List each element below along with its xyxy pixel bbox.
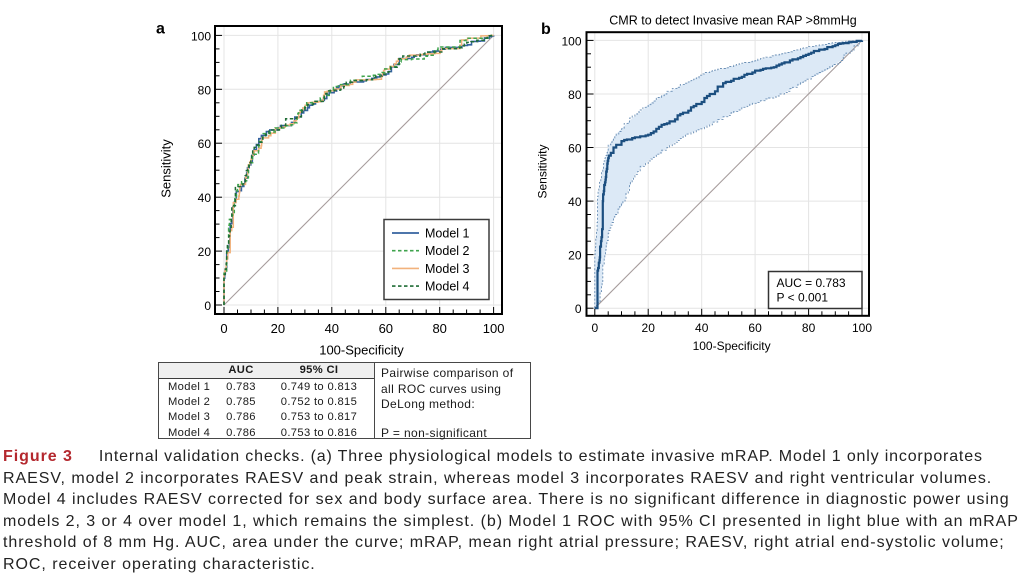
svg-text:Model 3: Model 3 bbox=[425, 262, 470, 276]
svg-text:100-Specificity: 100-Specificity bbox=[693, 339, 771, 353]
svg-text:Model 4: Model 4 bbox=[425, 280, 470, 294]
svg-text:100-Specificity: 100-Specificity bbox=[319, 342, 404, 357]
svg-text:0: 0 bbox=[204, 299, 211, 313]
svg-text:40: 40 bbox=[568, 195, 582, 209]
svg-text:60: 60 bbox=[568, 142, 582, 156]
svg-text:100: 100 bbox=[191, 29, 211, 43]
svg-text:80: 80 bbox=[568, 88, 582, 102]
svg-text:20: 20 bbox=[642, 321, 656, 335]
svg-text:60: 60 bbox=[748, 321, 762, 335]
svg-text:80: 80 bbox=[198, 83, 212, 97]
svg-text:b: b bbox=[541, 21, 551, 38]
svg-text:Model 1: Model 1 bbox=[425, 227, 470, 241]
svg-text:20: 20 bbox=[198, 245, 212, 259]
svg-text:80: 80 bbox=[802, 321, 816, 335]
svg-text:40: 40 bbox=[695, 321, 709, 335]
svg-text:Sensitivity: Sensitivity bbox=[159, 139, 174, 198]
svg-text:0: 0 bbox=[575, 302, 582, 316]
svg-text:0: 0 bbox=[591, 321, 598, 335]
svg-text:Sensitivity: Sensitivity bbox=[535, 144, 549, 198]
svg-text:80: 80 bbox=[432, 321, 446, 336]
svg-text:60: 60 bbox=[198, 137, 212, 151]
svg-text:P < 0.001: P < 0.001 bbox=[777, 291, 829, 305]
svg-text:60: 60 bbox=[379, 321, 393, 336]
svg-text:100: 100 bbox=[561, 34, 581, 48]
svg-text:100: 100 bbox=[852, 321, 872, 335]
svg-text:100: 100 bbox=[483, 321, 505, 336]
svg-text:20: 20 bbox=[568, 249, 582, 263]
svg-text:20: 20 bbox=[271, 321, 285, 336]
svg-text:40: 40 bbox=[325, 321, 339, 336]
svg-text:CMR to detect Invasive mean RA: CMR to detect Invasive mean RAP >8mmHg bbox=[609, 14, 856, 28]
svg-text:AUC = 0.783: AUC = 0.783 bbox=[777, 276, 846, 290]
svg-text:Model 2: Model 2 bbox=[425, 244, 470, 258]
svg-text:40: 40 bbox=[198, 191, 212, 205]
svg-text:0: 0 bbox=[220, 321, 227, 336]
svg-text:a: a bbox=[156, 21, 165, 38]
